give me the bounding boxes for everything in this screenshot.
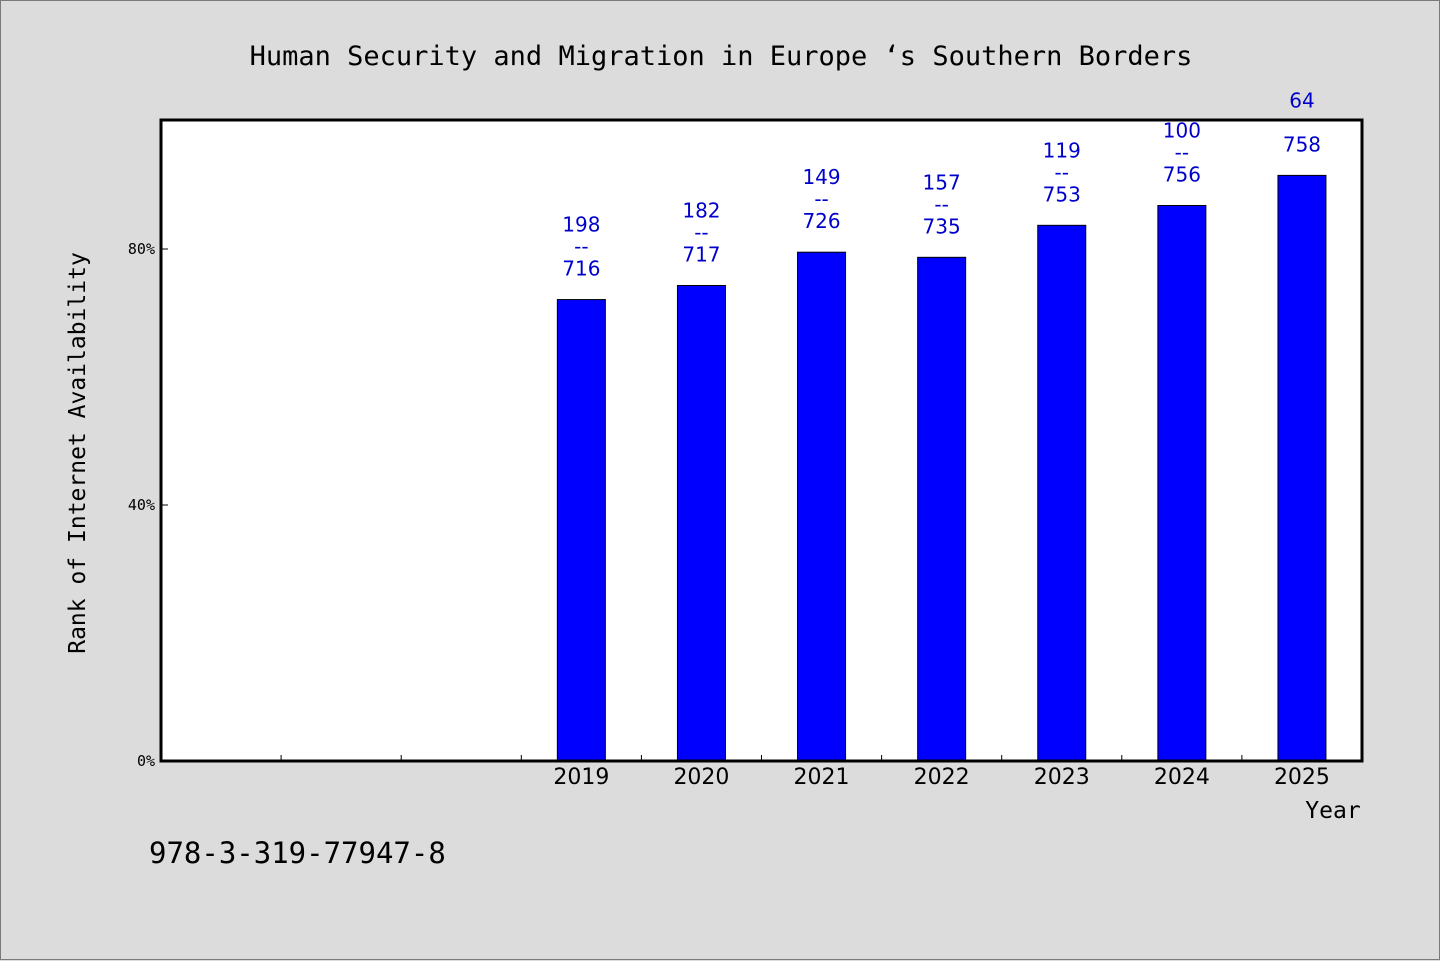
bar-value-label: 157 xyxy=(923,170,961,194)
plot-frame xyxy=(159,118,1364,763)
bar-value-label: 735 xyxy=(923,214,961,238)
bar-value-label: -- xyxy=(934,192,948,216)
x-tick-label: 2019 xyxy=(553,765,609,790)
y-axis-label: Rank of Internet Availability xyxy=(65,252,91,654)
x-tick-label: 2021 xyxy=(794,765,850,790)
bar-value-label: 100 xyxy=(1163,118,1201,142)
bar-value-label: -- xyxy=(1055,160,1069,184)
bar xyxy=(676,284,726,762)
x-tick-label: 2022 xyxy=(914,765,970,790)
bar xyxy=(1037,224,1087,762)
bar-value-label: 726 xyxy=(802,209,840,233)
bar xyxy=(1277,174,1327,762)
bar-value-label: -- xyxy=(814,187,828,211)
x-tick-label: 2025 xyxy=(1274,765,1330,790)
bar-value-label: 717 xyxy=(682,242,720,266)
bar xyxy=(797,251,847,762)
bar xyxy=(556,299,606,762)
bar xyxy=(917,256,967,762)
bar-value-label: 198 xyxy=(562,213,600,237)
bar-value-label: 149 xyxy=(802,165,840,189)
bar-value-label: 756 xyxy=(1163,162,1201,186)
x-tick-label: 2023 xyxy=(1034,765,1090,790)
x-tick-label: 2024 xyxy=(1154,765,1210,790)
isbn-footer: 978-3-319-77947-8 xyxy=(149,836,446,870)
bar-value-label: 182 xyxy=(682,198,720,222)
bar-value-label: 64 xyxy=(1289,88,1314,112)
y-tick-label: 80% xyxy=(128,240,155,258)
bar-value-label: 753 xyxy=(1043,182,1081,206)
bar-value-label: -- xyxy=(574,235,588,259)
x-tick-label: 2020 xyxy=(673,765,729,790)
bar-value-label: -- xyxy=(694,220,708,244)
x-axis-label: Year xyxy=(1305,798,1360,824)
y-tick-label: 40% xyxy=(128,496,155,514)
chart-marks xyxy=(161,174,1327,762)
chart-title: Human Security and Migration in Europe ‘… xyxy=(250,41,1193,72)
bar-value-label: 716 xyxy=(562,257,600,281)
bar-value-label: 119 xyxy=(1043,138,1081,162)
bar-value-label: -- xyxy=(1175,140,1189,164)
y-tick-label: 0% xyxy=(137,752,155,770)
bar xyxy=(1157,204,1207,762)
bar-value-label: 758 xyxy=(1283,132,1321,156)
